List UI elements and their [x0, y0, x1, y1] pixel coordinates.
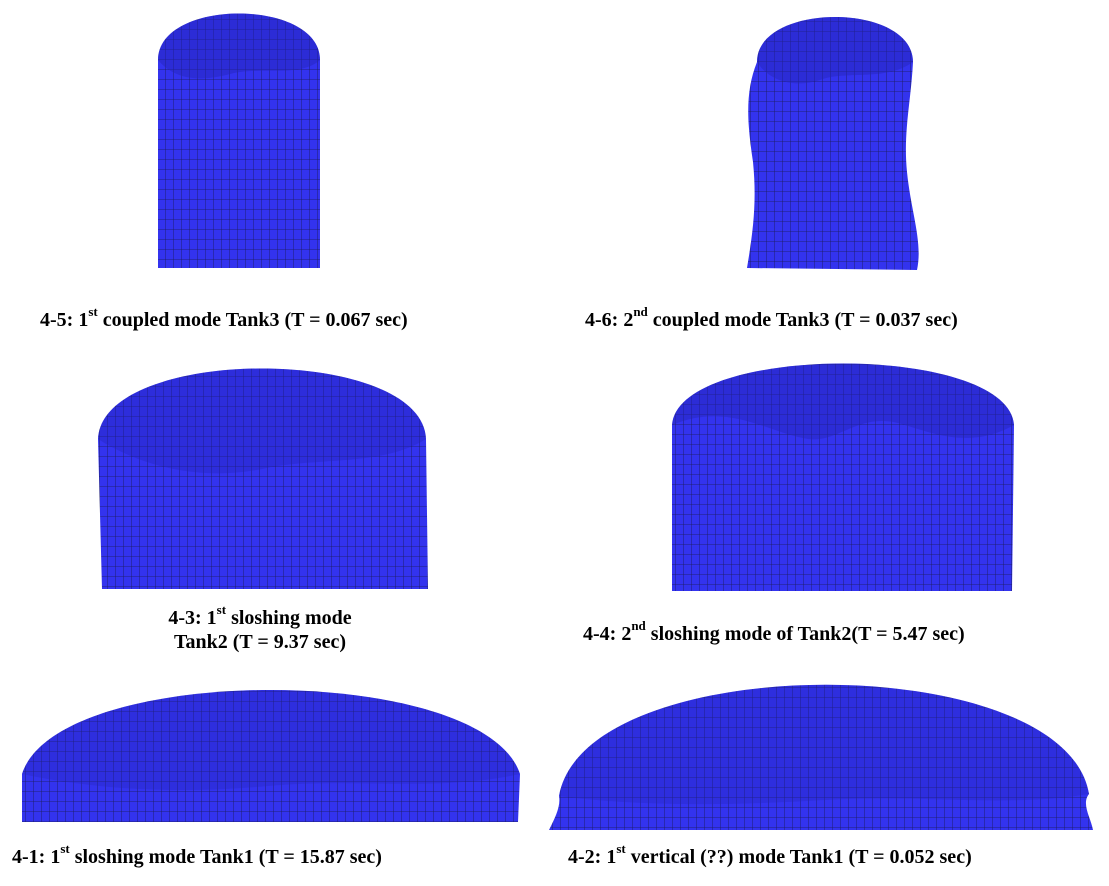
caption-4-3-prefix: 4-3: 1	[168, 607, 217, 629]
caption-4-6-suffix: coupled mode Tank3 (T = 0.037 sec)	[647, 309, 958, 331]
caption-4-5-suffix: coupled mode Tank3 (T = 0.067 sec)	[97, 309, 408, 331]
caption-4-1-prefix: 4-1: 1	[12, 846, 61, 868]
caption-4-1-suffix: sloshing mode Tank1 (T = 15.87 sec)	[69, 846, 382, 868]
caption-4-3-sup: st	[216, 602, 227, 618]
figure-4-3-mesh	[92, 357, 432, 597]
figure-4-4-mesh	[668, 355, 1020, 597]
caption-4-4-sup: nd	[631, 618, 646, 634]
caption-4-6-prefix: 4-6: 2	[585, 309, 634, 331]
caption-4-1: 4-1: 1st sloshing mode Tank1 (T = 15.87 …	[12, 842, 382, 869]
caption-4-4-suffix: sloshing mode of Tank2(T = 5.47 sec)	[645, 623, 965, 645]
caption-4-3-suffix: sloshing mode	[226, 607, 352, 629]
caption-4-1-sup: st	[60, 841, 70, 857]
caption-4-2-sup: st	[616, 841, 626, 857]
caption-4-4-prefix: 4-4: 2	[583, 623, 632, 645]
caption-4-6-sup: nd	[633, 304, 648, 320]
caption-4-2-suffix: vertical (??) mode Tank1 (T = 0.052 sec)	[625, 846, 972, 868]
caption-4-5-sup: st	[88, 304, 98, 320]
figure-4-1-mesh	[18, 682, 523, 828]
caption-4-2-prefix: 4-2: 1	[568, 846, 617, 868]
caption-4-2: 4-2: 1st vertical (??) mode Tank1 (T = 0…	[568, 842, 972, 869]
figure-4-2-mesh	[545, 678, 1100, 836]
caption-4-5-prefix: 4-5: 1	[40, 309, 89, 331]
caption-4-5: 4-5: 1st coupled mode Tank3 (T = 0.067 s…	[40, 305, 408, 332]
caption-4-3-line2: Tank2 (T = 9.37 sec)	[174, 631, 346, 653]
figure-4-5-mesh	[150, 10, 330, 275]
caption-4-3: 4-3: 1st sloshing mode Tank2 (T = 9.37 s…	[130, 603, 390, 654]
caption-4-6: 4-6: 2nd coupled mode Tank3 (T = 0.037 s…	[585, 305, 958, 332]
caption-4-4: 4-4: 2nd sloshing mode of Tank2(T = 5.47…	[583, 619, 965, 646]
figure-4-6-mesh	[735, 12, 925, 277]
